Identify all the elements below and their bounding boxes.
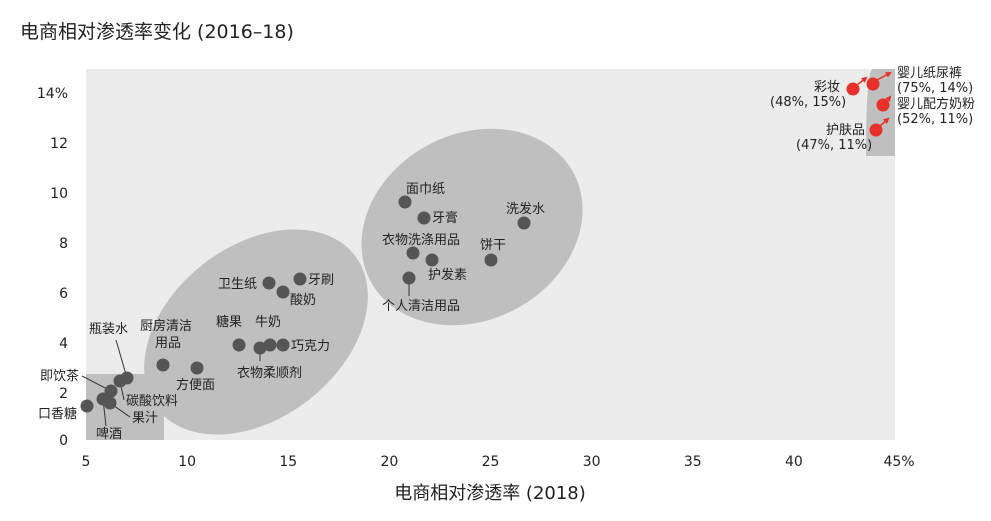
off-scale-value: (75%, 14%): [897, 81, 973, 96]
y-tick-label: 0: [59, 433, 68, 449]
point-label: 护发素: [428, 267, 467, 283]
data-point: [846, 82, 860, 96]
off-scale-arrow-head: [883, 117, 890, 124]
point-label: 碳酸饮料: [126, 394, 178, 409]
point-label: 饼干: [480, 238, 506, 253]
point-label: 即饮茶: [40, 368, 79, 384]
cluster-mid: [144, 229, 368, 435]
x-tick-label: 40: [785, 454, 803, 470]
y-tick-label: 8: [59, 236, 68, 252]
point-label: 衣物洗涤用品: [382, 232, 460, 248]
data-point: [190, 361, 204, 375]
data-point: [232, 338, 246, 352]
point-label: 洗发水: [506, 201, 545, 217]
y-tick-label: 12: [50, 136, 68, 152]
off-scale-arrow-head: [885, 95, 892, 102]
cluster-high: [361, 128, 583, 326]
x-tick-label: 30: [583, 454, 601, 470]
data-point: [293, 272, 307, 286]
point-label: 面巾纸: [406, 182, 445, 197]
data-point: [876, 98, 890, 112]
data-point: [253, 341, 267, 355]
data-points: [80, 77, 890, 413]
data-point: [869, 123, 883, 137]
point-label: 婴儿纸尿裤: [897, 66, 962, 81]
data-point: [103, 396, 117, 410]
data-point: [402, 271, 416, 285]
data-point: [104, 384, 118, 398]
y-tick-label: 2: [59, 386, 68, 402]
x-tick-label: 35: [684, 454, 702, 470]
data-point: [276, 285, 290, 299]
x-tick-label: 15: [279, 454, 297, 470]
data-point: [156, 358, 170, 372]
y-tick-label: 4: [59, 336, 68, 352]
point-label: 彩妆: [814, 80, 840, 95]
data-point: [517, 216, 531, 230]
point-label-line2: 用品: [155, 336, 181, 351]
data-point: [262, 276, 276, 290]
off-scale-value: (47%, 11%): [796, 138, 872, 153]
cluster-shapes: [86, 69, 895, 440]
x-tick-label: 10: [178, 454, 196, 470]
data-point: [425, 253, 439, 267]
x-axis-ticks: 5 10 15 20 25 30 35 40 45%: [82, 454, 915, 470]
point-label: 瓶装水: [89, 322, 128, 337]
y-tick-label: 10: [50, 186, 68, 202]
y-axis-ticks: 0 2 4 6 8 10 12 14%: [37, 86, 68, 449]
data-point: [417, 211, 431, 225]
point-label: 卫生纸: [218, 277, 257, 292]
point-label: 口香糖: [38, 406, 77, 422]
off-scale-value: (48%, 15%): [770, 95, 846, 110]
point-label: 方便面: [176, 377, 215, 393]
point-label: 衣物柔顺剂: [237, 365, 302, 381]
x-tick-label: 20: [380, 454, 398, 470]
off-scale-arrow-head: [885, 72, 892, 78]
y-tick-label: 14%: [37, 86, 68, 102]
point-label: 牙刷: [308, 273, 334, 288]
data-point: [406, 246, 420, 260]
data-point: [120, 371, 134, 385]
point-label: 婴儿配方奶粉: [897, 96, 975, 112]
leader-line: [115, 339, 128, 379]
point-label: 护肤品: [826, 123, 865, 138]
data-point: [866, 77, 880, 91]
x-tick-label: 5: [82, 454, 91, 470]
y-tick-label: 6: [59, 286, 68, 302]
point-label: 酸奶: [290, 293, 316, 308]
data-point: [484, 253, 498, 267]
leader-lines: [81, 72, 892, 427]
point-label: 牛奶: [255, 315, 281, 330]
x-tick-label: 45%: [883, 454, 914, 470]
data-point: [80, 399, 94, 413]
point-label: 个人清洁用品: [382, 299, 460, 314]
point-label: 糖果: [216, 314, 242, 330]
x-tick-label: 25: [482, 454, 500, 470]
off-scale-arrow-head: [861, 76, 868, 83]
data-point: [276, 338, 290, 352]
off-scale-value: (52%, 11%): [897, 112, 973, 127]
point-label: 巧克力: [291, 339, 330, 354]
point-label: 啤酒: [96, 427, 122, 442]
point-label: 果汁: [132, 411, 158, 426]
data-point: [398, 195, 412, 209]
x-axis-label: 电商相对渗透率 (2018): [394, 483, 586, 504]
chart-title: 电商相对渗透率变化 (2016–18): [20, 21, 294, 43]
data-point: [263, 338, 277, 352]
point-label: 牙膏: [432, 210, 458, 226]
point-label: 厨房清洁: [140, 318, 192, 334]
